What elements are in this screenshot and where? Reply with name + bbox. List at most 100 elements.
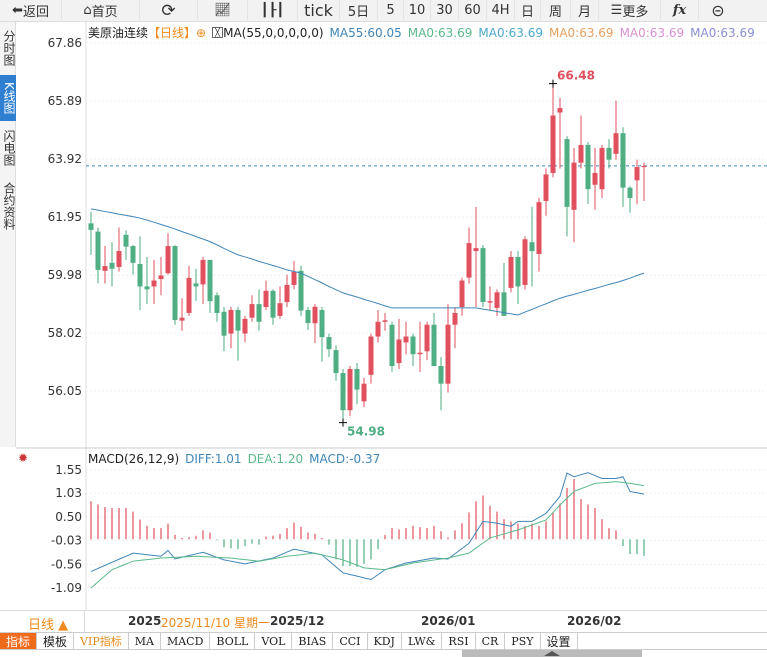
max-price-label: 66.48	[557, 69, 595, 83]
candle	[620, 133, 626, 188]
candle	[508, 256, 514, 288]
candle	[165, 246, 171, 274]
indicator-tab[interactable]: 模板	[37, 633, 75, 649]
60min-button[interactable]: 60	[459, 0, 487, 22]
sidebar-item-flash[interactable]: 闪电图	[2, 130, 16, 166]
candle	[172, 246, 178, 321]
y-tick-label: 58.02	[48, 326, 82, 340]
indicator-tab[interactable]: BOLL	[210, 633, 256, 649]
indicator-tab[interactable]: CCI	[333, 633, 368, 649]
scroll-handle[interactable]	[462, 650, 642, 657]
indicator-tab[interactable]: BIAS	[292, 633, 334, 649]
indicator-tab[interactable]: CR	[476, 633, 506, 649]
candle	[256, 304, 262, 322]
candle	[431, 324, 437, 366]
candle	[480, 248, 486, 303]
candle	[389, 324, 395, 366]
candle	[263, 290, 269, 308]
candle	[158, 275, 164, 280]
indicator-tab[interactable]: KDJ	[368, 633, 402, 649]
date-label: 2026/01	[421, 614, 476, 628]
refresh-icon: ⟳	[161, 0, 176, 21]
candle	[599, 147, 605, 190]
sidebar-item-timeshare[interactable]: 分时图	[2, 30, 16, 66]
ma55-value: MA55:60.05	[329, 25, 402, 40]
candle	[627, 187, 633, 199]
candle	[501, 292, 507, 316]
back-button[interactable]: ⬅︎ 返回	[0, 0, 62, 22]
period-label: 【日线】	[148, 26, 197, 40]
candle	[312, 306, 318, 324]
chart-type-button[interactable]: 📈︎	[198, 0, 248, 22]
crosshair-date: 2025/11/10 星期一	[161, 614, 270, 631]
bottom-scroll-area	[0, 649, 767, 657]
ma0-value-5: MA0:63.69	[690, 25, 755, 40]
toolbar: ⬅︎ 返回 ⌂ 首页 ⟳ 📈︎ ┃┠┃ tick 5日 5 10 30 60 4H …	[0, 0, 767, 22]
30min-button[interactable]: 30	[431, 0, 459, 22]
indicator-tab[interactable]: VIP指标	[74, 633, 129, 649]
y-tick-label: 56.05	[48, 384, 82, 398]
candle	[221, 311, 227, 336]
tick-button[interactable]: tick	[298, 0, 340, 22]
month-button[interactable]: 月	[571, 0, 599, 22]
ma-formula: MA(55,0,0,0,0,0)	[223, 25, 324, 40]
indicator-tab[interactable]: 指标	[0, 633, 38, 649]
candle	[368, 336, 374, 375]
period-selector[interactable]: 日线 ▲	[18, 611, 85, 633]
candle	[466, 243, 472, 278]
indicator-tab[interactable]: VOL	[255, 633, 293, 649]
candle	[410, 336, 416, 355]
candle	[585, 144, 591, 190]
5min-button[interactable]: 5	[378, 0, 404, 22]
max-marker	[549, 79, 557, 88]
macd-settings-icon[interactable]: ✹	[18, 451, 29, 465]
candle	[326, 337, 332, 350]
sidebar-item-kline[interactable]: K线图	[0, 75, 16, 121]
zoom-out-button[interactable]: ⊝	[699, 0, 737, 22]
sidebar: 分时图 K线图 闪电图 合约资料	[0, 22, 16, 447]
home-button[interactable]: ⌂ 首页	[62, 0, 140, 22]
candle	[291, 271, 297, 285]
candle	[270, 290, 276, 318]
candle	[606, 147, 612, 160]
indicator-tab[interactable]: LW&	[402, 633, 443, 649]
candle	[375, 321, 381, 337]
candle	[249, 304, 255, 318]
candle	[592, 172, 598, 185]
candle	[200, 259, 206, 285]
indicator-tab[interactable]: RSI	[442, 633, 476, 649]
day-button[interactable]: 日	[515, 0, 541, 22]
settings-icon[interactable]: ⊕	[196, 25, 207, 40]
formula-button[interactable]: fx	[661, 0, 699, 22]
refresh-button[interactable]: ⟳	[140, 0, 198, 22]
candle	[340, 373, 346, 411]
indicator-tab[interactable]: MACD	[161, 633, 211, 649]
chevron-up-icon	[544, 651, 560, 656]
min-price-label: 54.98	[347, 425, 385, 439]
candle	[354, 368, 360, 390]
zoom-out-icon: ⊝	[711, 1, 725, 20]
sidebar-item-contract-info[interactable]: 合约资料	[2, 182, 16, 230]
more-button[interactable]: ☰ 更多	[599, 0, 661, 22]
candle	[207, 259, 213, 302]
10min-button[interactable]: 10	[404, 0, 431, 22]
indicator-tab[interactable]: MA	[129, 633, 161, 649]
candle	[333, 350, 339, 374]
indicator-tab[interactable]: PSY	[505, 633, 541, 649]
candlestick-button[interactable]: ┃┠┃	[248, 0, 298, 22]
4h-button[interactable]: 4H	[487, 0, 515, 22]
candle	[179, 317, 185, 321]
candle	[284, 284, 290, 303]
candle	[123, 234, 129, 247]
indicator-tab[interactable]: 设置	[541, 633, 578, 649]
candle	[613, 133, 619, 154]
candle	[445, 324, 451, 384]
week-button[interactable]: 周	[541, 0, 571, 22]
ma0-value-1: MA0:63.69	[407, 25, 473, 40]
date-label: 2026/02	[567, 614, 622, 628]
5day-button[interactable]: 5日	[340, 0, 378, 22]
candle	[151, 280, 157, 287]
indicator-icon[interactable]: ╳	[212, 27, 224, 38]
candle	[319, 309, 325, 338]
